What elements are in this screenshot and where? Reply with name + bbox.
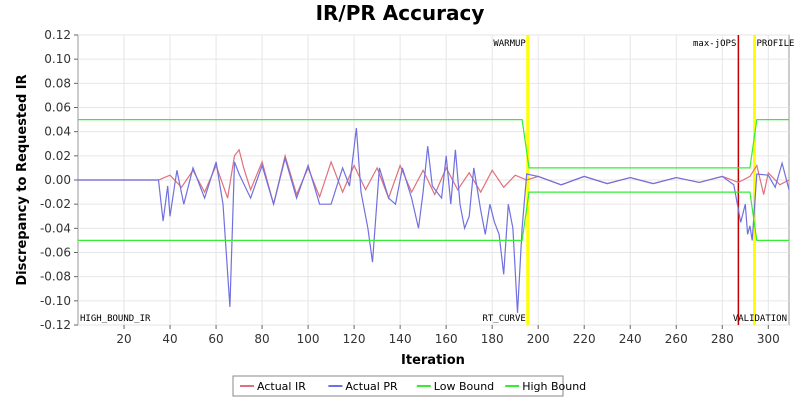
marker-label: WARMUP bbox=[493, 39, 526, 49]
series-line-1 bbox=[78, 127, 790, 313]
series-line-2 bbox=[78, 191, 789, 241]
y-tick-label: 0.04 bbox=[44, 125, 71, 139]
y-tick-label: -0.08 bbox=[40, 270, 71, 284]
legend-box bbox=[232, 375, 564, 397]
y-tick-label: -0.04 bbox=[40, 221, 71, 235]
x-tick-label: 80 bbox=[254, 332, 269, 346]
x-tick-label: 40 bbox=[162, 332, 177, 346]
x-tick-label: 180 bbox=[481, 332, 504, 346]
marker-label: RT_CURVE bbox=[482, 314, 525, 324]
legend-label: Low Bound bbox=[434, 380, 494, 393]
y-axis: 0.12 0.10 0.08 0.06 0.04 0.02 0.00 -0.02 -0.04 -0… bbox=[40, 28, 78, 332]
grid bbox=[78, 34, 789, 326]
y-tick-label: -0.12 bbox=[40, 318, 71, 332]
x-tick-label: 100 bbox=[297, 332, 320, 346]
y-tick-label: 0.02 bbox=[44, 149, 71, 163]
x-tick-label: 120 bbox=[343, 332, 366, 346]
x-axis-label: Iteration bbox=[401, 353, 465, 368]
marker-label: PROFILE bbox=[756, 39, 794, 49]
x-tick-label: 280 bbox=[711, 332, 734, 346]
y-tick-label: -0.02 bbox=[40, 197, 71, 211]
y-tick-label: 0.08 bbox=[44, 76, 71, 90]
y-tick-label: -0.10 bbox=[40, 294, 71, 308]
x-tick-label: 160 bbox=[435, 332, 458, 346]
x-tick-label: 260 bbox=[665, 332, 688, 346]
x-tick-label: 240 bbox=[619, 332, 642, 346]
chart-title: IR/PR Accuracy bbox=[316, 1, 485, 25]
series-line-3 bbox=[78, 119, 789, 169]
marker-label: VALIDATION bbox=[733, 314, 787, 324]
marker-label: max-jOPS bbox=[693, 39, 736, 49]
y-tick-label: 0.00 bbox=[44, 173, 71, 187]
x-tick-label: 20 bbox=[116, 332, 131, 346]
legend: Actual IR Actual PR Low Bound High Bound bbox=[232, 375, 586, 397]
x-tick-label: 200 bbox=[527, 332, 550, 346]
legend-label: Actual PR bbox=[345, 380, 398, 393]
plot-area: WARMUP max-jOPS PROFILE HIGH_BOUND_IR RT_CUR… bbox=[77, 34, 794, 326]
marker-label: HIGH_BOUND_IR bbox=[80, 314, 151, 324]
y-tick-label: 0.12 bbox=[44, 28, 71, 42]
x-axis: 20 40 60 80 100 120 140 160 180 200 220 240 260 280 30… bbox=[116, 325, 780, 346]
legend-label: Actual IR bbox=[257, 380, 306, 393]
y-tick-label: 0.10 bbox=[44, 52, 71, 66]
series bbox=[78, 119, 790, 313]
x-tick-label: 140 bbox=[389, 332, 412, 346]
y-axis-label: Discrepancy to Requested IR bbox=[15, 74, 30, 285]
legend-label: High Bound bbox=[522, 380, 586, 393]
y-tick-label: -0.06 bbox=[40, 246, 71, 260]
x-tick-label: 60 bbox=[208, 332, 223, 346]
x-tick-label: 300 bbox=[757, 332, 780, 346]
x-tick-label: 220 bbox=[573, 332, 596, 346]
y-tick-label: 0.06 bbox=[44, 101, 71, 115]
